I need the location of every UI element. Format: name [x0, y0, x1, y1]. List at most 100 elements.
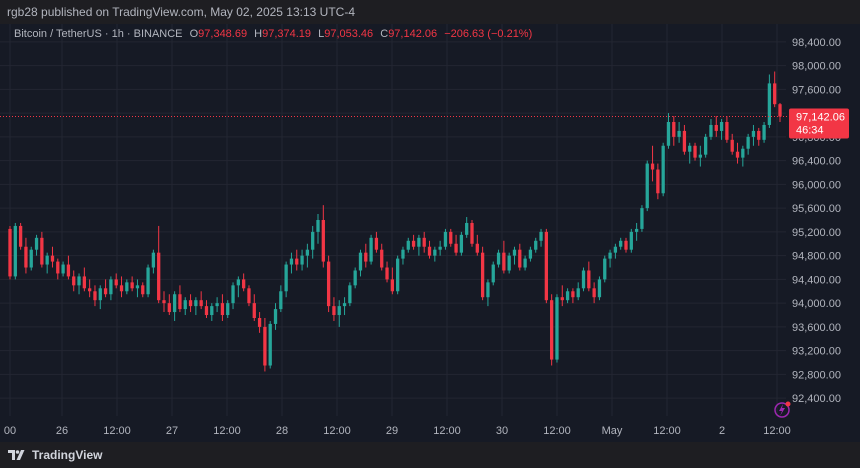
candle-body: [130, 282, 134, 289]
last-price-text: 97,142.06: [796, 112, 845, 124]
candle-body: [135, 285, 140, 289]
candle-body: [210, 306, 214, 316]
x-tick-label: 2: [719, 425, 725, 437]
y-tick-label: 92,800.00: [792, 369, 841, 381]
candle-body: [13, 225, 17, 277]
candle-body: [364, 252, 368, 262]
candle-body: [496, 252, 501, 265]
candle-body: [178, 294, 182, 310]
candle-body: [597, 279, 602, 298]
candle-body: [629, 231, 633, 250]
candle-body: [252, 303, 256, 318]
candle-body: [114, 279, 118, 286]
candle-body: [305, 249, 310, 256]
y-tick-label: 96,400.00: [792, 156, 841, 168]
candle-body: [470, 222, 474, 244]
candle-body: [8, 228, 12, 277]
candle-body: [236, 279, 240, 286]
candle-body: [634, 228, 639, 232]
candle-body: [199, 300, 203, 307]
symbol-name[interactable]: Bitcoin / TetherUS · 1h · BINANCE: [14, 28, 183, 40]
x-tick-label: 29: [386, 425, 398, 437]
candle-body: [226, 303, 230, 316]
candle-body: [539, 231, 543, 241]
candle-body: [778, 104, 782, 117]
candle-body: [443, 231, 448, 247]
candle-body: [396, 258, 400, 292]
candle-body: [93, 291, 97, 301]
candle-body: [465, 222, 469, 235]
candle-body: [311, 231, 315, 250]
candle-body: [220, 303, 225, 316]
price-chart[interactable]: 98,400.0098,000.0097,600.0097,200.0096,8…: [0, 24, 860, 442]
candle-body: [61, 264, 65, 274]
candle-body: [284, 264, 288, 292]
candle-body: [34, 237, 39, 250]
candle-body: [714, 124, 718, 131]
tradingview-logo-icon[interactable]: [8, 449, 26, 461]
candle-body: [735, 151, 740, 158]
candle-body: [773, 83, 777, 105]
candle-body: [682, 130, 687, 152]
open-value: 97,348.69: [198, 28, 248, 40]
x-tick-label: 12:00: [213, 425, 241, 437]
candle-body: [592, 288, 596, 298]
candle-body: [422, 237, 426, 247]
candle-body: [688, 145, 692, 152]
x-tick-label: 26: [56, 425, 68, 437]
candle-body: [50, 255, 55, 262]
candle-body: [40, 237, 44, 265]
candle-body: [565, 291, 570, 301]
candle-body: [119, 285, 124, 292]
candle-body: [300, 255, 304, 265]
low-value: 97,053.46: [324, 28, 374, 40]
high-value: 97,374.19: [262, 28, 312, 40]
candle-body: [24, 246, 28, 268]
candle-body: [66, 264, 71, 277]
x-tick-label: 12:00: [653, 425, 681, 437]
open-label: O: [189, 28, 199, 40]
candle-body: [491, 264, 495, 283]
candle-body: [273, 309, 278, 324]
candle-body: [353, 270, 357, 286]
candle-body: [433, 249, 437, 256]
change-value: −206.63 (−0.21%): [444, 28, 533, 40]
candle-body: [518, 249, 522, 268]
candle-body: [666, 122, 671, 146]
footer-bar: TradingView: [0, 442, 860, 468]
candle-body: [279, 291, 283, 310]
candle-body: [560, 297, 564, 301]
candle-body: [571, 291, 575, 298]
chart-panel[interactable]: 98,400.0098,000.0097,600.0097,200.0096,8…: [0, 24, 860, 442]
candle-body: [746, 136, 750, 149]
candle-body: [242, 279, 246, 289]
candle-body: [523, 258, 527, 268]
candle-body: [103, 288, 108, 295]
candle-body: [358, 252, 363, 271]
candle-body: [157, 252, 161, 301]
x-tick-label: 12:00: [763, 425, 791, 437]
candle-body: [316, 220, 320, 232]
candle-body: [762, 124, 766, 140]
candle-body: [454, 243, 458, 253]
candle-body: [502, 252, 506, 271]
candle-body: [486, 282, 490, 298]
low-label: L: [318, 28, 325, 40]
candle-body: [332, 306, 336, 316]
candle-body: [151, 252, 156, 268]
candle-body: [369, 237, 373, 262]
x-tick-label: 12:00: [323, 425, 351, 437]
lightning-icon[interactable]: [774, 401, 791, 418]
candle-body: [672, 122, 676, 137]
candle-body: [544, 231, 548, 301]
candle-body: [608, 252, 612, 259]
candle-body: [45, 255, 49, 265]
candle-body: [449, 231, 453, 244]
brand-name[interactable]: TradingView: [32, 448, 103, 462]
candle-body: [767, 83, 772, 125]
candle-body: [650, 163, 655, 170]
candle-body: [321, 220, 325, 262]
candle-body: [167, 303, 171, 313]
candle-body: [619, 240, 623, 247]
candle-body: [725, 122, 729, 140]
